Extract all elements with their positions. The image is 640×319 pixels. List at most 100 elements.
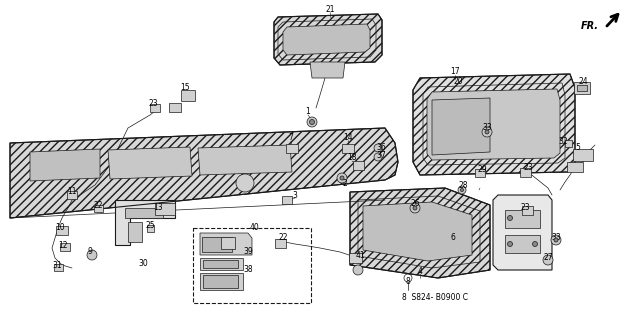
Text: 5: 5 xyxy=(575,144,580,152)
Polygon shape xyxy=(200,273,243,290)
Text: 22: 22 xyxy=(93,201,103,210)
Text: 24: 24 xyxy=(578,78,588,86)
Polygon shape xyxy=(93,204,102,211)
Polygon shape xyxy=(432,98,490,155)
Text: 37: 37 xyxy=(376,152,386,160)
Polygon shape xyxy=(505,235,540,253)
Bar xyxy=(125,208,163,218)
Circle shape xyxy=(310,120,314,124)
Polygon shape xyxy=(350,188,490,278)
Polygon shape xyxy=(200,233,252,255)
Circle shape xyxy=(340,176,344,180)
Circle shape xyxy=(543,255,553,265)
Polygon shape xyxy=(505,210,540,228)
Circle shape xyxy=(458,186,466,194)
Circle shape xyxy=(236,174,254,192)
Polygon shape xyxy=(567,162,583,172)
Polygon shape xyxy=(310,62,345,78)
Polygon shape xyxy=(169,102,181,112)
Polygon shape xyxy=(286,144,298,152)
Text: 18: 18 xyxy=(348,153,356,162)
Circle shape xyxy=(307,117,317,127)
Polygon shape xyxy=(522,205,532,214)
Text: 1: 1 xyxy=(306,108,310,116)
Polygon shape xyxy=(413,74,575,175)
Circle shape xyxy=(508,216,513,220)
Bar xyxy=(155,203,175,215)
Polygon shape xyxy=(115,200,175,245)
Text: 23: 23 xyxy=(520,204,530,212)
Bar xyxy=(193,228,311,303)
Polygon shape xyxy=(274,14,382,65)
Text: 10: 10 xyxy=(55,224,65,233)
Polygon shape xyxy=(150,104,160,112)
Polygon shape xyxy=(475,169,485,177)
Polygon shape xyxy=(427,89,560,160)
Text: 8  S824- B0900 C: 8 S824- B0900 C xyxy=(402,293,468,302)
Text: 33: 33 xyxy=(551,233,561,241)
Circle shape xyxy=(551,235,561,245)
Circle shape xyxy=(485,130,489,134)
Text: 17: 17 xyxy=(450,68,460,77)
Text: FR.: FR. xyxy=(581,21,599,31)
Text: 14: 14 xyxy=(343,132,353,142)
Text: 12: 12 xyxy=(58,241,68,249)
Text: 3: 3 xyxy=(292,190,298,199)
Text: 31: 31 xyxy=(52,261,62,270)
Bar xyxy=(147,225,154,232)
Text: 25: 25 xyxy=(145,220,155,229)
Polygon shape xyxy=(520,167,531,176)
Circle shape xyxy=(374,153,382,161)
Text: 23: 23 xyxy=(523,164,533,173)
Polygon shape xyxy=(221,237,235,249)
Circle shape xyxy=(508,241,513,247)
Text: 33: 33 xyxy=(482,123,492,132)
Text: 7: 7 xyxy=(289,133,293,143)
Text: 22: 22 xyxy=(278,234,288,242)
Bar xyxy=(203,275,238,288)
Text: 9: 9 xyxy=(88,248,92,256)
Text: 39: 39 xyxy=(243,248,253,256)
Circle shape xyxy=(532,241,538,247)
Polygon shape xyxy=(30,149,100,181)
Text: 30: 30 xyxy=(138,258,148,268)
Circle shape xyxy=(461,189,463,191)
Circle shape xyxy=(413,206,417,210)
Polygon shape xyxy=(10,128,398,218)
Text: 23: 23 xyxy=(148,99,158,108)
Bar xyxy=(577,85,587,91)
Bar xyxy=(203,260,238,268)
Text: 28: 28 xyxy=(458,182,468,190)
Circle shape xyxy=(337,173,347,183)
Text: 15: 15 xyxy=(180,84,190,93)
Text: 11: 11 xyxy=(67,188,77,197)
Text: 36: 36 xyxy=(376,144,386,152)
Circle shape xyxy=(374,144,382,152)
Polygon shape xyxy=(573,149,593,161)
Polygon shape xyxy=(60,243,70,251)
Polygon shape xyxy=(363,202,472,261)
Polygon shape xyxy=(342,144,354,152)
Text: 38: 38 xyxy=(243,265,253,275)
Polygon shape xyxy=(349,253,362,263)
Text: 8: 8 xyxy=(406,278,410,286)
Bar xyxy=(574,82,590,94)
Text: 4: 4 xyxy=(417,268,422,277)
Circle shape xyxy=(87,250,97,260)
Circle shape xyxy=(353,265,363,275)
Polygon shape xyxy=(198,145,292,175)
Polygon shape xyxy=(108,147,192,179)
Polygon shape xyxy=(181,90,195,100)
Polygon shape xyxy=(54,263,63,271)
Text: 2: 2 xyxy=(342,179,348,188)
Text: 13: 13 xyxy=(153,203,163,211)
Text: 6: 6 xyxy=(451,234,456,242)
Polygon shape xyxy=(200,258,243,270)
Bar xyxy=(202,237,232,252)
Polygon shape xyxy=(67,191,77,199)
Polygon shape xyxy=(275,239,285,248)
Polygon shape xyxy=(282,196,292,204)
Polygon shape xyxy=(493,195,552,270)
Text: 29: 29 xyxy=(477,166,487,174)
Text: 40: 40 xyxy=(250,224,260,233)
